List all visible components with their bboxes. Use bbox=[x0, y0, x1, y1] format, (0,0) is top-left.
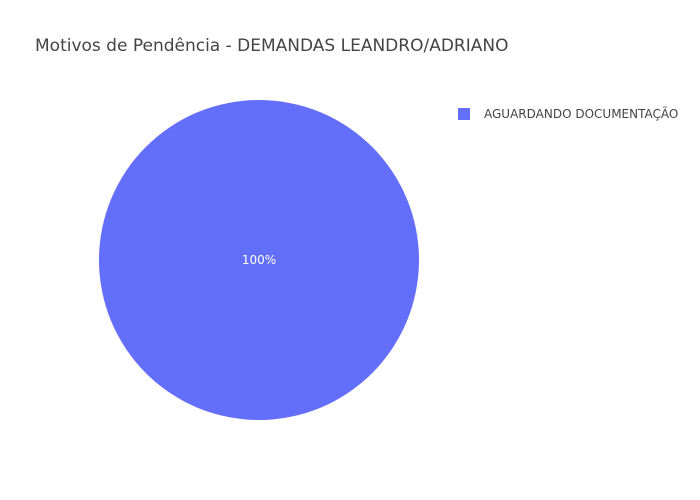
chart-title: Motivos de Pendência - DEMANDAS LEANDRO/… bbox=[35, 36, 508, 56]
pie-slice-labels: 100% bbox=[242, 253, 276, 267]
legend-label-1[interactable]: AGUARDANDO DOCUMENTAÇÃO bbox=[484, 106, 678, 121]
pie-slices bbox=[99, 100, 419, 420]
legend-swatch-1[interactable] bbox=[458, 108, 470, 120]
slice-label-1: 100% bbox=[242, 253, 276, 267]
legend: AGUARDANDO DOCUMENTAÇÃO bbox=[458, 106, 678, 121]
pie-slice-1[interactable] bbox=[99, 100, 419, 420]
